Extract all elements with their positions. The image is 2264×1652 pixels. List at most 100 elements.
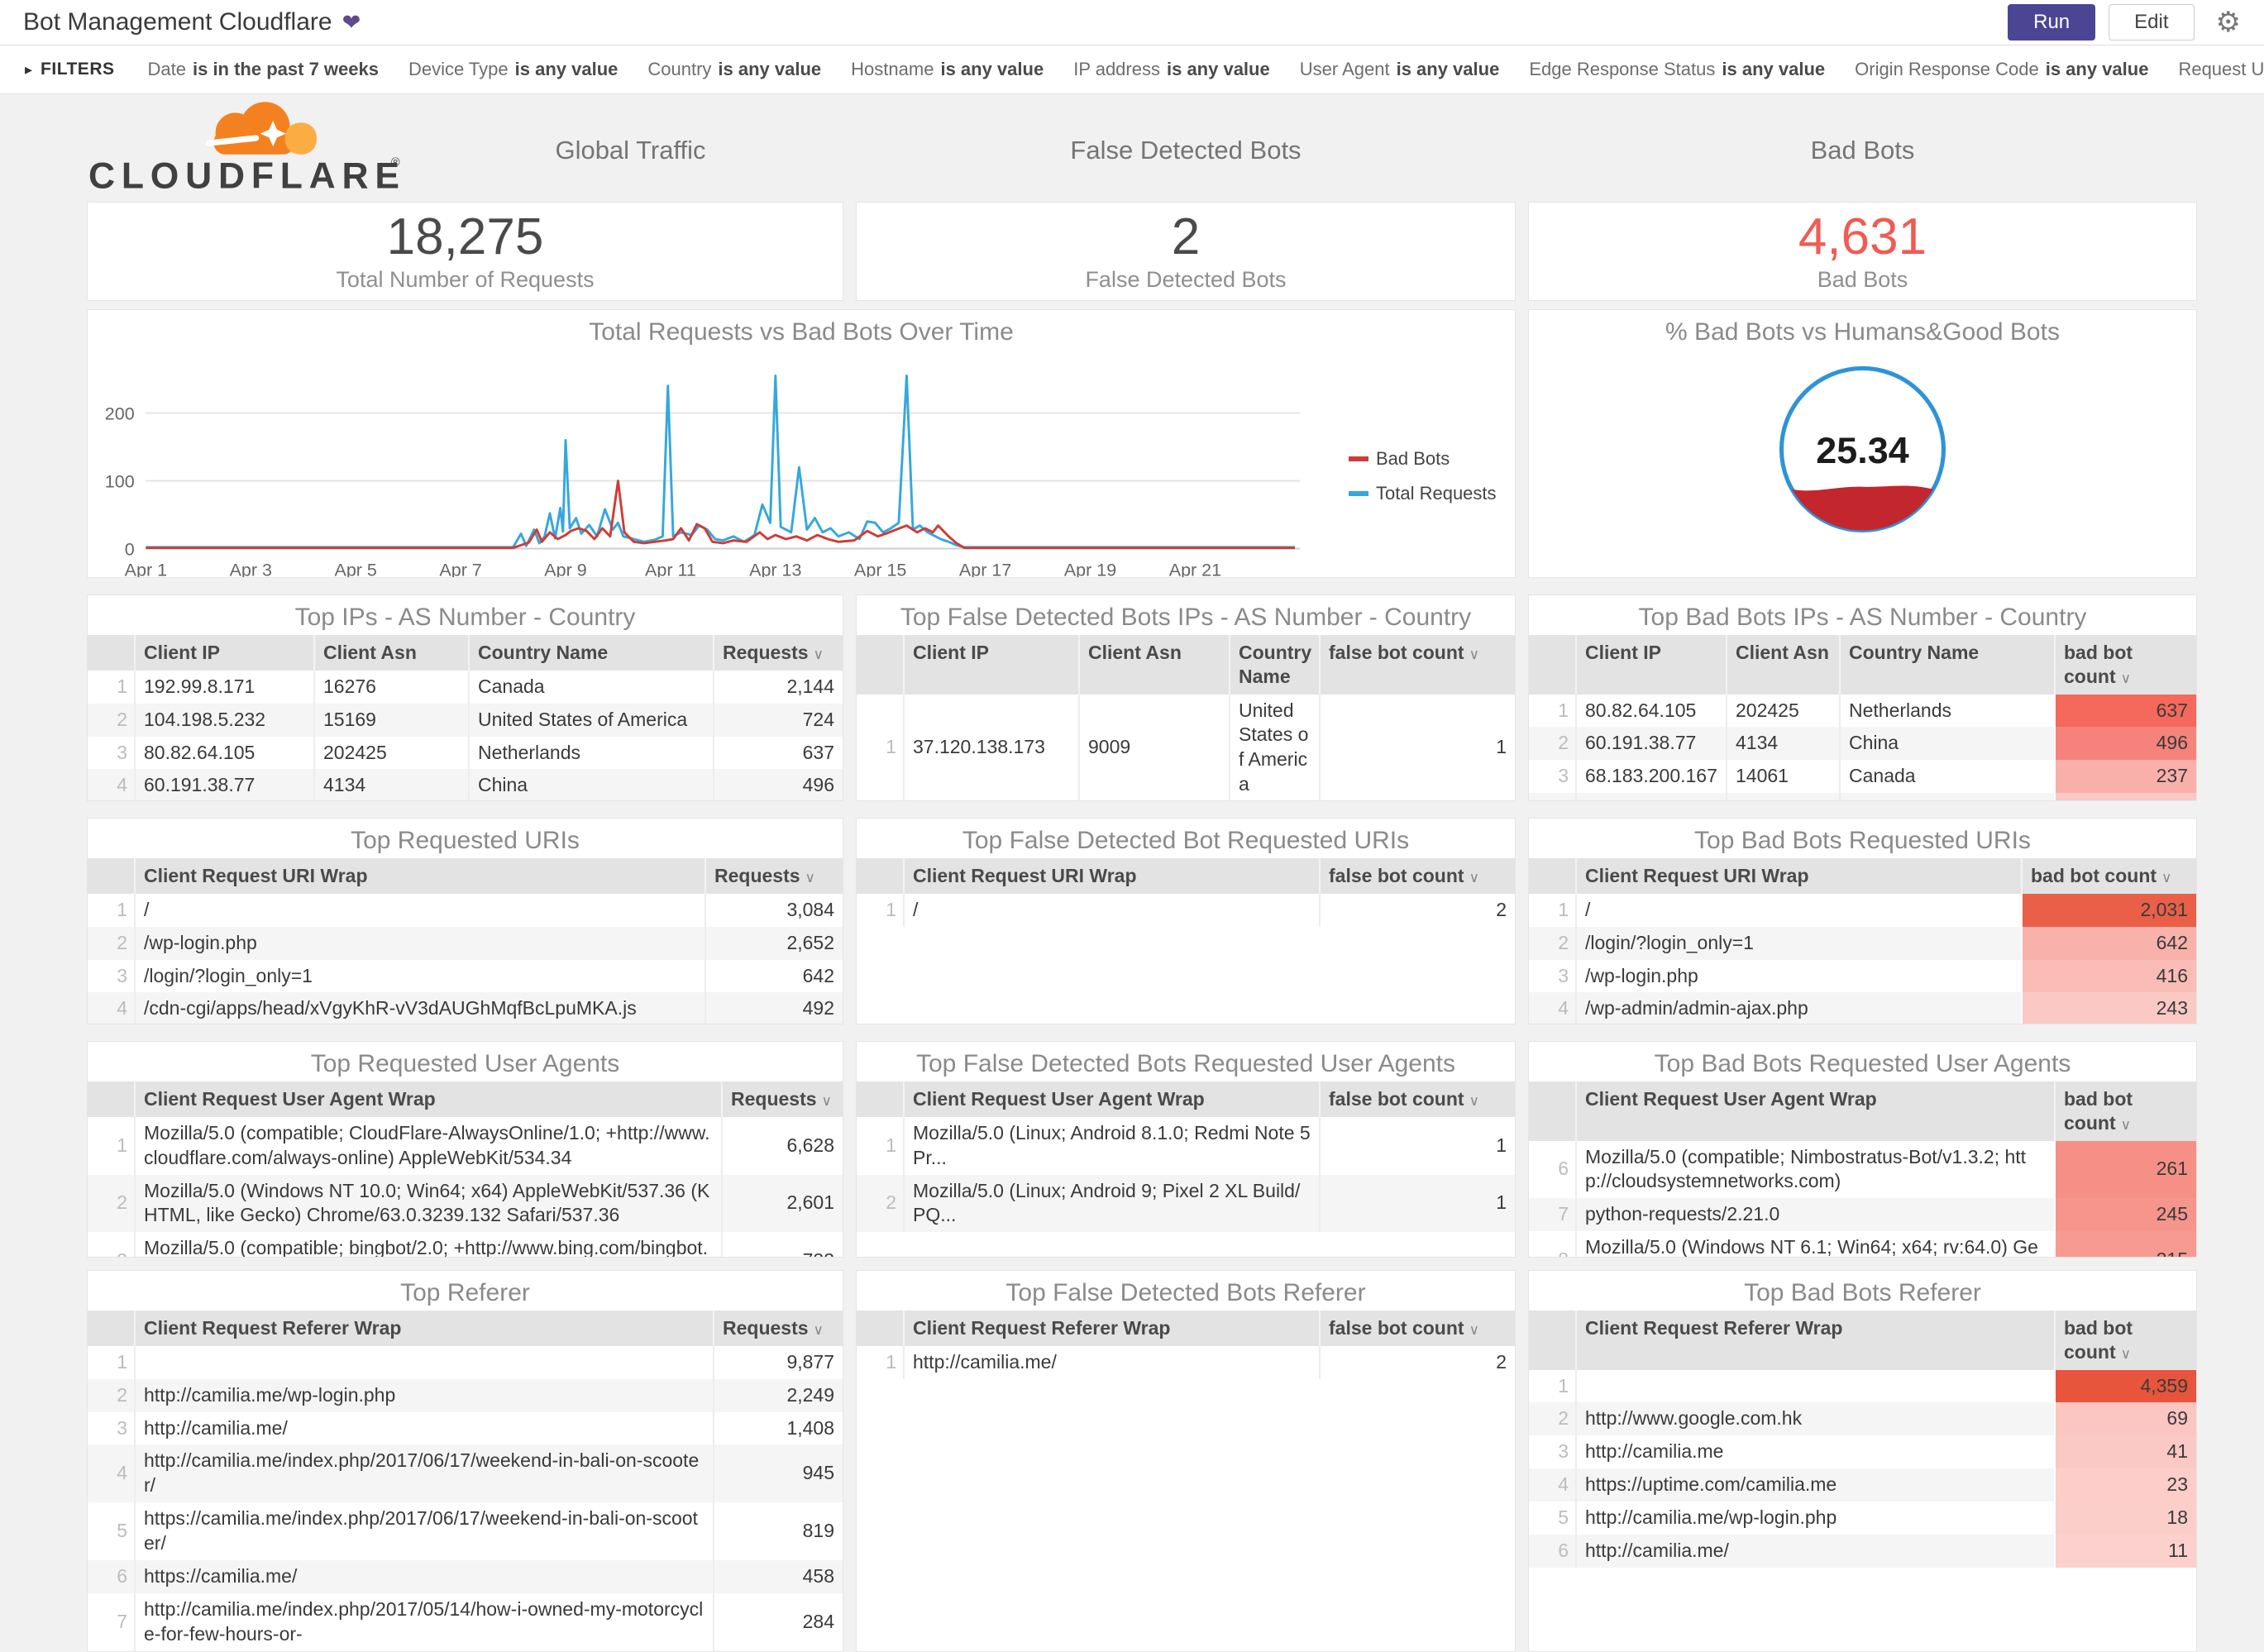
table-cell: China [469,769,714,801]
legend-item[interactable]: Total Requests [1349,483,1510,504]
row-number-header [857,1081,904,1117]
table-cell: http://camilia.me/wp-login.php [1576,1502,2055,1535]
edit-button[interactable]: Edit [2109,4,2194,41]
row-number: 1 [1529,695,1576,728]
column-header: Client Request URI Wrap [135,858,705,894]
gauge-card: % Bad Bots vs Humans&Good Bots 25.34 [1528,309,2197,578]
row-number: 4 [88,1444,135,1502]
column-header: Client Asn [1727,635,1840,695]
row-number-header [1529,1081,1576,1141]
svg-text:Apr 11: Apr 11 [645,561,696,578]
table-cell: 14061 [1727,760,1840,793]
table-cell: Netherlands [1840,695,2055,728]
table-cell: Mozilla/5.0 (compatible; bingbot/2.0; +h… [135,1232,722,1258]
card-title: Top Requested URIs [88,819,843,858]
kpi-value: 4,631 [1798,210,1927,264]
column-header[interactable]: bad bot count∨ [2055,635,2196,695]
column-header[interactable]: false bot count∨ [1320,1081,1515,1117]
row-number-header [1529,858,1576,894]
kpi-label: Total Number of Requests [336,267,594,293]
table-cell: http://camilia.me/index.php/2017/06/17/w… [135,1444,714,1502]
row-number: 6 [1529,1535,1576,1568]
row-number: 1 [88,671,135,704]
row-number-header [88,858,135,894]
run-button[interactable]: Run [2008,4,2095,41]
table-cell: 492 [705,992,843,1024]
table-cell: 60.191.38.77 [135,769,314,801]
logo-and-header: CLOUDFLARE ® Global Traffic [87,98,843,202]
table-cell: 15169 [314,704,469,737]
filter-name: Origin Response Code [1855,59,2039,79]
column-header[interactable]: Requests∨ [714,635,843,671]
table-row: 1/2,031 [1529,894,2196,927]
column-header[interactable]: bad bot count∨ [2055,1311,2196,1370]
column-header: Client Request Referer Wrap [1576,1311,2055,1370]
column-header[interactable]: Requests∨ [722,1081,843,1117]
table-row: 461.160.221.7323650China144 [1529,793,2196,801]
gear-icon[interactable]: ⚙ [2216,6,2241,39]
filter-chip[interactable]: Request URIis any value [2178,59,2264,79]
row-number-header [857,635,904,695]
row-number: 2 [1529,927,1576,960]
legend-item[interactable]: Bad Bots [1349,448,1510,470]
table-cell: 1 [1320,1117,1515,1175]
column-header[interactable]: Requests∨ [714,1311,843,1346]
column-header: Client Request User Agent Wrap [1576,1081,2055,1141]
svg-text:0: 0 [125,539,135,559]
column-header: Client Request URI Wrap [904,858,1320,894]
filters-toggle[interactable]: ▸ FILTERS [25,60,115,79]
column-header[interactable]: bad bot count∨ [2055,1081,2196,1141]
table-cell: 284 [714,1593,843,1651]
svg-text:Apr 9: Apr 9 [544,561,586,578]
table-cell: /login/?login_only=1 [135,960,705,993]
row-number: 1 [88,894,135,927]
column-header[interactable]: bad bot count∨ [2022,858,2196,894]
table-cell: China [1840,793,2055,801]
table-cell: https://camilia.me/index.php/2017/06/17/… [135,1502,714,1560]
row-number: 4 [1529,793,1576,801]
svg-text:Apr 1: Apr 1 [125,561,167,578]
column-header[interactable]: false bot count∨ [1320,635,1515,695]
table-cell: 104.198.5.232 [135,704,314,737]
row-number-header [88,1081,135,1117]
table-cell: 6,628 [722,1117,843,1175]
table-cell: 61.160.221.73 [1576,793,1727,801]
column-header[interactable]: false bot count∨ [1320,858,1515,894]
row-number: 2 [1529,727,1576,760]
table-cell: 458 [714,1560,843,1593]
table-cell: 2,601 [722,1175,843,1233]
filters-label: FILTERS [41,60,114,79]
svg-text:Apr 13: Apr 13 [749,561,801,578]
column-header[interactable]: false bot count∨ [1320,1311,1515,1346]
row-number-header [857,1311,904,1346]
table-cell: 202425 [1727,695,1840,728]
column-header[interactable]: Requests∨ [705,858,843,894]
table-cell: 245 [2055,1198,2196,1231]
row-number: 3 [88,737,135,770]
